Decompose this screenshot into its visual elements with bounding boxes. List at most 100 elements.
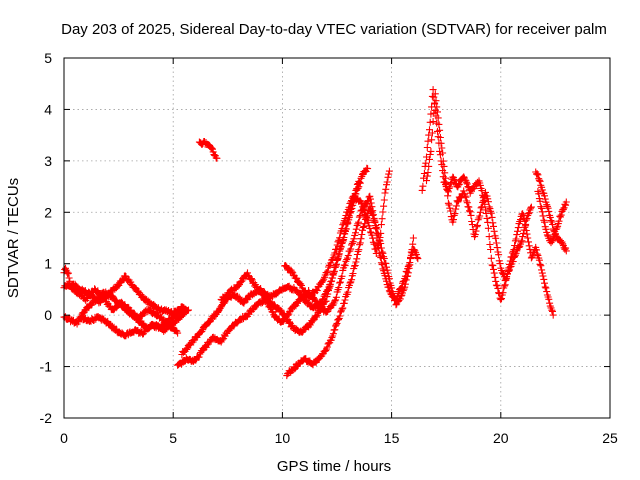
data-point bbox=[523, 230, 531, 238]
data-point bbox=[511, 253, 519, 261]
data-point bbox=[330, 267, 338, 275]
data-point bbox=[562, 247, 570, 255]
data-point bbox=[545, 295, 553, 303]
data-point bbox=[466, 207, 473, 215]
data-point bbox=[474, 216, 482, 224]
data-point bbox=[237, 278, 245, 286]
data-point bbox=[493, 244, 501, 252]
data-point bbox=[343, 256, 351, 263]
data-point bbox=[337, 308, 345, 316]
x-tick-label: 5 bbox=[169, 430, 177, 446]
data-point bbox=[490, 222, 497, 230]
data-point bbox=[435, 120, 443, 128]
data-point bbox=[376, 234, 384, 241]
data-point bbox=[262, 294, 270, 302]
data-point bbox=[331, 249, 339, 257]
data-point bbox=[484, 198, 492, 206]
data-point bbox=[63, 268, 71, 276]
data-point bbox=[378, 215, 386, 223]
data-point bbox=[340, 299, 348, 307]
data-point bbox=[426, 118, 434, 126]
data-point bbox=[354, 220, 362, 228]
data-point bbox=[490, 269, 498, 277]
data-point bbox=[324, 267, 332, 275]
data-point bbox=[537, 203, 545, 211]
series-sat-f bbox=[178, 164, 372, 358]
data-point bbox=[338, 225, 346, 232]
data-point bbox=[525, 238, 532, 246]
data-point bbox=[540, 275, 548, 283]
data-point bbox=[465, 203, 473, 211]
data-point bbox=[539, 272, 547, 280]
data-point bbox=[454, 198, 462, 206]
x-tick-label: 10 bbox=[275, 430, 291, 446]
data-point bbox=[488, 213, 496, 221]
data-point bbox=[522, 216, 530, 224]
data-point bbox=[374, 241, 382, 249]
data-point bbox=[431, 90, 439, 98]
data-point bbox=[329, 270, 337, 278]
data-point bbox=[399, 287, 407, 295]
data-point bbox=[451, 210, 459, 218]
series-sat-h bbox=[217, 192, 422, 326]
data-point bbox=[378, 248, 386, 256]
data-point bbox=[286, 308, 293, 316]
data-point bbox=[491, 273, 499, 281]
data-point bbox=[208, 144, 216, 152]
data-point bbox=[439, 157, 447, 165]
data-point bbox=[363, 213, 371, 221]
data-point bbox=[428, 129, 436, 137]
data-point bbox=[346, 279, 354, 287]
data-point bbox=[346, 200, 354, 207]
data-point bbox=[426, 151, 434, 158]
data-point bbox=[328, 334, 336, 342]
data-point bbox=[523, 214, 531, 222]
data-point bbox=[423, 177, 430, 185]
data-point bbox=[427, 110, 435, 118]
data-point bbox=[519, 229, 527, 237]
data-point bbox=[375, 237, 383, 245]
data-point bbox=[140, 320, 148, 328]
data-point bbox=[359, 223, 367, 231]
data-point bbox=[538, 208, 546, 216]
data-point bbox=[367, 195, 374, 203]
data-point bbox=[518, 237, 526, 245]
data-point bbox=[183, 346, 191, 353]
data-point bbox=[356, 179, 364, 186]
data-point bbox=[527, 204, 535, 212]
data-point bbox=[443, 185, 451, 193]
data-point bbox=[336, 279, 344, 287]
data-point bbox=[356, 179, 364, 187]
data-point bbox=[434, 108, 441, 116]
data-point bbox=[259, 290, 266, 298]
data-point bbox=[313, 311, 321, 319]
data-point bbox=[341, 296, 349, 304]
data-point bbox=[331, 326, 339, 334]
x-tick-label: 15 bbox=[384, 430, 400, 446]
data-point bbox=[490, 227, 498, 235]
data-point bbox=[244, 272, 252, 280]
data-point bbox=[486, 241, 494, 248]
y-tick-label: 1 bbox=[44, 256, 52, 272]
data-point bbox=[293, 274, 301, 282]
data-point bbox=[543, 288, 551, 296]
data-point bbox=[292, 364, 299, 372]
data-point bbox=[548, 236, 556, 244]
data-point bbox=[492, 239, 500, 247]
data-point bbox=[485, 203, 493, 211]
data-point bbox=[428, 136, 436, 144]
data-point bbox=[556, 212, 564, 220]
data-point bbox=[353, 222, 361, 229]
data-point bbox=[462, 193, 470, 201]
data-point bbox=[463, 179, 471, 187]
data-point bbox=[334, 253, 342, 261]
data-point bbox=[455, 181, 463, 189]
data-point bbox=[116, 299, 124, 307]
data-point bbox=[348, 276, 356, 284]
data-point bbox=[553, 224, 561, 232]
data-point bbox=[367, 228, 374, 236]
data-point bbox=[434, 114, 442, 122]
data-point bbox=[525, 210, 532, 218]
data-point bbox=[461, 192, 469, 200]
data-point bbox=[430, 93, 438, 101]
